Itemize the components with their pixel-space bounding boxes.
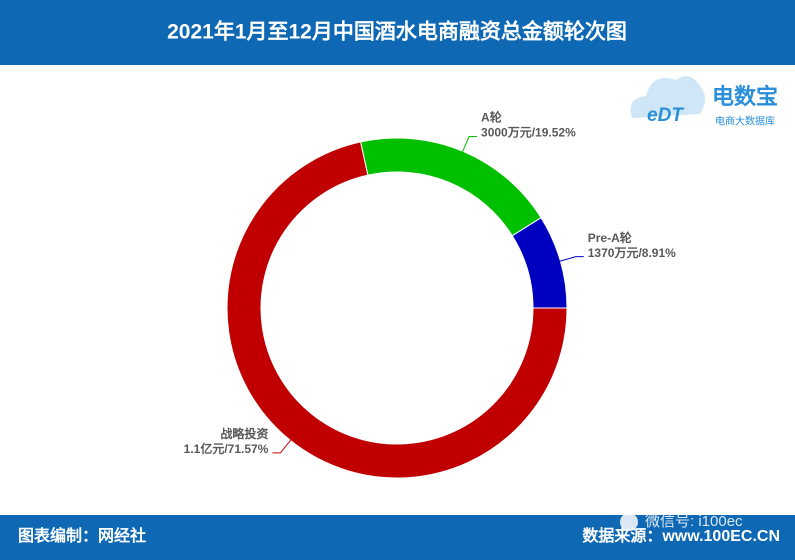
logo-badge: eDT [647,105,684,126]
logo: eDT 电数宝 电商大数据库 [630,76,778,128]
footer-bar [0,515,795,560]
slice-label: Pre-A轮 [588,230,633,245]
footer-left: 图表编制：网经社 [18,526,146,545]
watermark-icon [620,513,638,531]
watermark: 微信号: i100ec [620,513,743,531]
leader-line [272,438,293,454]
watermark-text: 微信号: i100ec [645,513,743,530]
value-label: 1370万元/8.91% [588,246,676,260]
footer-right: 数据来源：www.100EC.CN [582,526,780,545]
donut-segment [511,217,568,309]
donut-segment [226,141,568,479]
leader-line [461,136,478,154]
logo-name: 电数宝 [712,84,778,109]
logo-tagline: 电商大数据库 [715,115,775,128]
leader-line [558,256,584,263]
header-bar [0,0,795,65]
slice-label: 战略投资 [220,426,268,441]
logo-cloud [630,76,705,118]
chart-title: 2021年1月至12月中国酒水电商融资总金额轮次图 [167,20,627,44]
value-label: 1.1亿元/71.57% [184,441,269,456]
value-label: 3000万元/19.52% [481,126,576,140]
slice-label: A轮 [481,110,503,125]
